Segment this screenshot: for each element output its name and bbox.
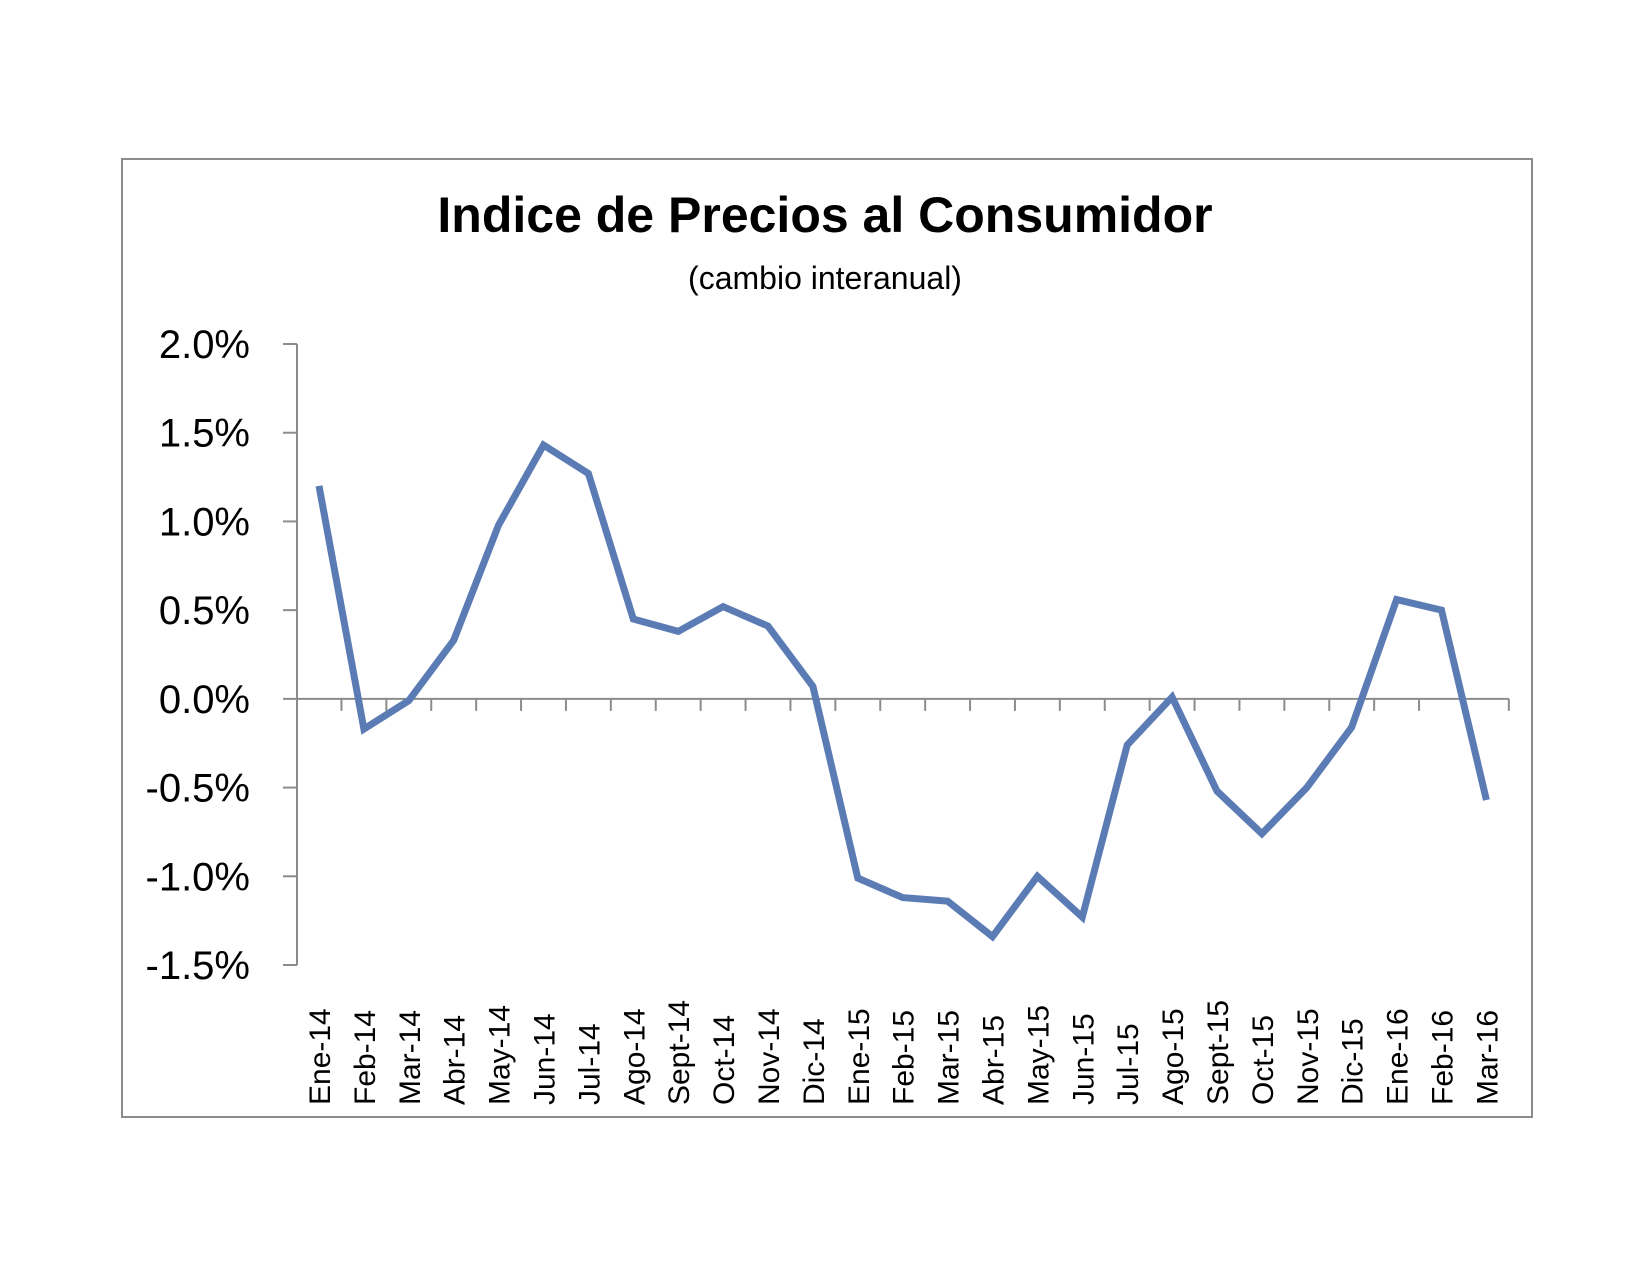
x-tick-label: Dic-15 bbox=[1337, 1018, 1370, 1105]
x-tick-label: Ene-14 bbox=[304, 1008, 337, 1105]
x-tick-label: Nov-14 bbox=[753, 1008, 786, 1105]
x-tick-label: Oct-15 bbox=[1247, 1015, 1280, 1105]
x-tick-label: Mar-16 bbox=[1471, 1010, 1504, 1105]
y-tick-label: 1.0% bbox=[159, 500, 250, 544]
x-tick-label: Sept-15 bbox=[1202, 1000, 1235, 1105]
x-tick-label: Mar-14 bbox=[394, 1010, 427, 1105]
x-tick-label: Jun-14 bbox=[529, 1013, 562, 1105]
y-tick-label: 0.5% bbox=[159, 589, 250, 633]
x-tick-label: Feb-15 bbox=[888, 1010, 921, 1105]
chart-frame bbox=[121, 158, 1533, 1118]
x-tick-label: Dic-14 bbox=[798, 1018, 831, 1105]
x-tick-label: Jul-14 bbox=[573, 1023, 606, 1105]
x-tick-label: Nov-15 bbox=[1292, 1008, 1325, 1105]
x-tick-label: May-15 bbox=[1022, 1005, 1055, 1105]
x-tick-label: Jul-15 bbox=[1112, 1023, 1145, 1105]
y-tick-label: 1.5% bbox=[159, 412, 250, 456]
y-tick-label: 2.0% bbox=[159, 323, 250, 367]
x-tick-label: Feb-14 bbox=[349, 1010, 382, 1105]
y-tick-label: 0.0% bbox=[159, 678, 250, 722]
x-tick-label: Ago-15 bbox=[1157, 1008, 1190, 1105]
chart-title: Indice de Precios al Consumidor bbox=[437, 187, 1213, 243]
y-tick-label: -1.0% bbox=[146, 855, 251, 899]
x-tick-label: Abr-14 bbox=[439, 1015, 472, 1105]
chart-subtitle: (cambio interanual) bbox=[688, 260, 962, 296]
x-tick-label: Ene-15 bbox=[843, 1008, 876, 1105]
x-tick-label: Ago-14 bbox=[618, 1008, 651, 1105]
y-tick-label: -1.5% bbox=[146, 944, 251, 988]
x-tick-label: Sept-14 bbox=[663, 1000, 696, 1105]
x-tick-label: May-14 bbox=[484, 1005, 517, 1105]
x-tick-label: Ene-16 bbox=[1382, 1008, 1415, 1105]
x-tick-label: Mar-15 bbox=[933, 1010, 966, 1105]
x-tick-label: Jun-15 bbox=[1067, 1013, 1100, 1105]
x-tick-label: Feb-16 bbox=[1427, 1010, 1460, 1105]
x-tick-label: Abr-15 bbox=[978, 1015, 1011, 1105]
x-tick-label: Oct-14 bbox=[708, 1015, 741, 1105]
y-tick-label: -0.5% bbox=[146, 767, 251, 811]
series-line bbox=[315, 440, 1490, 942]
